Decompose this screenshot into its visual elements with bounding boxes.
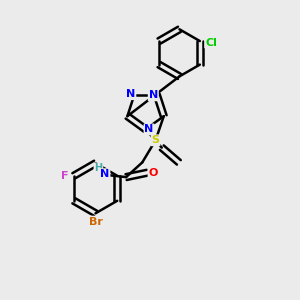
Text: N: N <box>145 124 154 134</box>
Text: F: F <box>61 171 68 181</box>
Text: O: O <box>148 168 158 178</box>
Text: N: N <box>100 169 110 179</box>
Text: Br: Br <box>88 217 103 226</box>
Text: N: N <box>126 89 135 99</box>
Text: S: S <box>152 135 160 145</box>
Text: Cl: Cl <box>205 38 217 47</box>
Text: H: H <box>94 163 103 173</box>
Text: N: N <box>149 90 158 100</box>
